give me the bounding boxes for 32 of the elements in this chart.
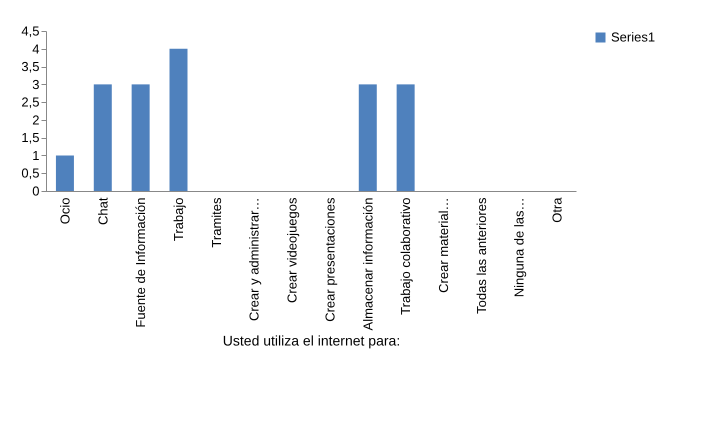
y-tick-label: 2,5: [21, 94, 40, 110]
x-tick-label: Ocio: [57, 198, 72, 224]
y-tick-label: 3: [32, 76, 40, 92]
x-tick-label: Almacenar información: [360, 198, 376, 330]
x-tick-label: Trabajo: [171, 198, 186, 242]
x-tick-label: Crear presentaciones: [322, 197, 338, 322]
y-tick-label: 0,5: [21, 166, 40, 181]
x-tick-label: Chat: [95, 197, 110, 225]
bar: [396, 84, 415, 191]
x-tick-label: Crear videojuegos: [284, 197, 300, 304]
x-axis-title: Usted utiliza el internet para:: [222, 332, 400, 348]
bar: [358, 84, 377, 191]
x-tick-label: Tramites: [208, 197, 224, 248]
x-tick-label: Trabajo colaborativo: [398, 198, 414, 315]
x-tick-label: Todas las anteriores: [474, 197, 489, 314]
legend-label: Series1: [611, 30, 656, 44]
y-tick-label: 0: [32, 184, 40, 198]
x-tick-label: Crear material…: [436, 198, 451, 293]
x-tick-label: Otra: [550, 196, 565, 223]
bar: [170, 48, 188, 191]
y-tick-label: 4: [32, 41, 40, 56]
x-tick-label: Fuente de Información: [133, 198, 148, 328]
y-tick-label: 2: [32, 112, 40, 128]
y-tick-label: 1,5: [21, 130, 40, 146]
y-tick-label: 4,5: [21, 24, 40, 38]
bar: [94, 84, 112, 191]
bar: [132, 84, 150, 191]
bar: [56, 155, 74, 191]
x-tick-label: Crear y administrar…: [246, 198, 262, 322]
x-tick-label: Ninguna de las…: [512, 198, 527, 298]
y-tick-label: 3,5: [21, 59, 40, 74]
y-tick-label: 1: [32, 148, 40, 163]
